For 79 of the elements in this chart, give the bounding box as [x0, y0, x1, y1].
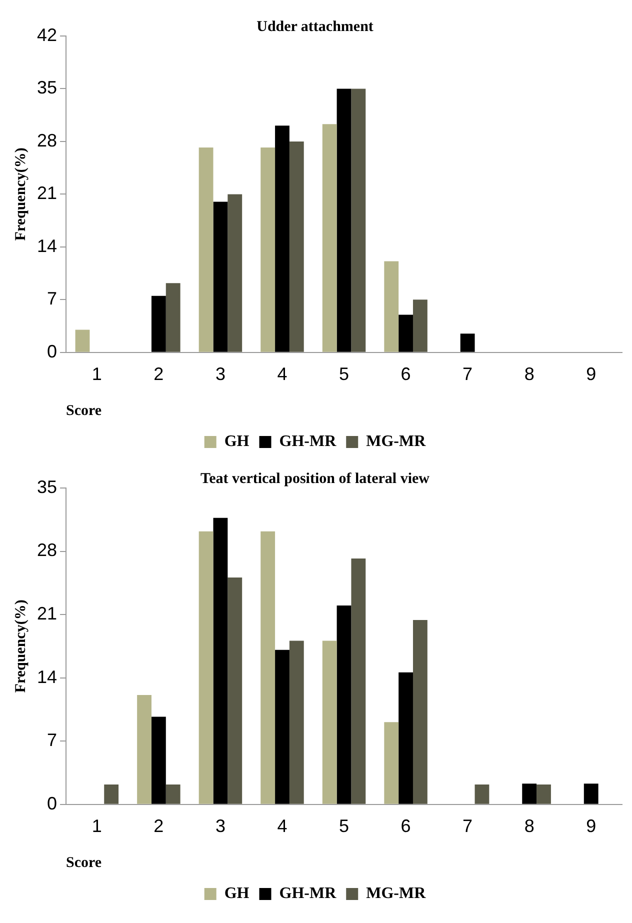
bar — [522, 784, 537, 804]
legend-label: GH — [224, 885, 250, 902]
x-tick-label: 7 — [462, 816, 473, 836]
bar — [213, 518, 228, 804]
bar — [213, 202, 228, 352]
bar — [336, 88, 352, 352]
bar — [228, 577, 242, 804]
bar — [584, 784, 598, 804]
x-tick-label: 7 — [462, 364, 473, 384]
bar — [75, 330, 90, 352]
bar — [137, 695, 152, 804]
y-tick-label: 35 — [36, 476, 58, 497]
bar — [166, 784, 180, 804]
bar — [351, 558, 366, 804]
x-tick-label: 6 — [400, 816, 411, 836]
bar — [322, 640, 337, 804]
bar — [260, 531, 276, 804]
chart-title: Teat vertical position of lateral view — [200, 470, 430, 487]
y-axis-title: Frequency(%) — [12, 600, 29, 693]
x-tick-label: 9 — [586, 364, 596, 384]
x-tick-label: 4 — [277, 816, 288, 836]
legend-label: GH — [224, 433, 250, 450]
chart-title: Udder attachment — [256, 18, 374, 35]
bar — [260, 147, 276, 352]
y-tick-label: 0 — [47, 341, 58, 362]
x-tick-label: 9 — [586, 816, 596, 836]
bar — [198, 531, 214, 804]
bar — [104, 784, 119, 804]
y-tick-label: 21 — [36, 183, 58, 204]
bar — [275, 126, 290, 352]
bar — [151, 716, 166, 804]
bar — [289, 141, 304, 352]
bar — [228, 194, 242, 352]
y-axis-title: Frequency(%) — [12, 148, 29, 241]
bar — [398, 672, 413, 804]
y-tick-label: 28 — [36, 540, 58, 560]
legend-label: GH-MR — [279, 433, 337, 450]
y-tick-label: 7 — [47, 730, 58, 750]
bar — [351, 88, 366, 352]
bar — [536, 784, 551, 804]
legend-label: MG-MR — [366, 433, 426, 450]
x-axis-title: Score — [66, 402, 102, 419]
x-tick-label: 1 — [92, 816, 102, 836]
bar — [151, 296, 166, 352]
x-tick-label: 2 — [154, 364, 164, 384]
x-axis-title: Score — [66, 854, 102, 871]
y-tick-label: 35 — [36, 78, 58, 98]
bar — [398, 314, 413, 352]
bar — [275, 650, 290, 804]
bar — [412, 620, 428, 804]
y-tick-label: 42 — [36, 24, 58, 45]
bar — [474, 784, 490, 804]
x-tick-label: 5 — [339, 816, 350, 836]
y-tick-label: 14 — [36, 236, 58, 256]
bar — [336, 606, 352, 804]
x-tick-label: 5 — [339, 364, 350, 384]
legend-label: MG-MR — [366, 885, 426, 902]
bar — [412, 300, 428, 352]
x-tick-label: 8 — [524, 364, 534, 384]
x-tick-label: 6 — [400, 364, 411, 384]
bar — [384, 722, 399, 804]
legend-label: GH-MR — [279, 885, 337, 902]
y-tick-label: 14 — [36, 666, 58, 687]
x-tick-label: 4 — [277, 364, 288, 384]
bar — [198, 147, 214, 352]
y-tick-label: 0 — [47, 793, 58, 814]
x-tick-label: 8 — [524, 816, 534, 836]
bar — [384, 261, 399, 352]
bar — [460, 334, 475, 352]
y-tick-label: 28 — [36, 130, 58, 150]
y-tick-label: 7 — [47, 288, 58, 309]
x-tick-label: 1 — [92, 364, 102, 384]
x-tick-label: 2 — [154, 816, 164, 836]
bar — [289, 640, 304, 804]
x-tick-label: 3 — [215, 364, 226, 384]
x-tick-label: 3 — [215, 816, 226, 836]
bar — [322, 124, 337, 352]
bar — [166, 283, 180, 352]
y-tick-label: 21 — [36, 604, 58, 624]
